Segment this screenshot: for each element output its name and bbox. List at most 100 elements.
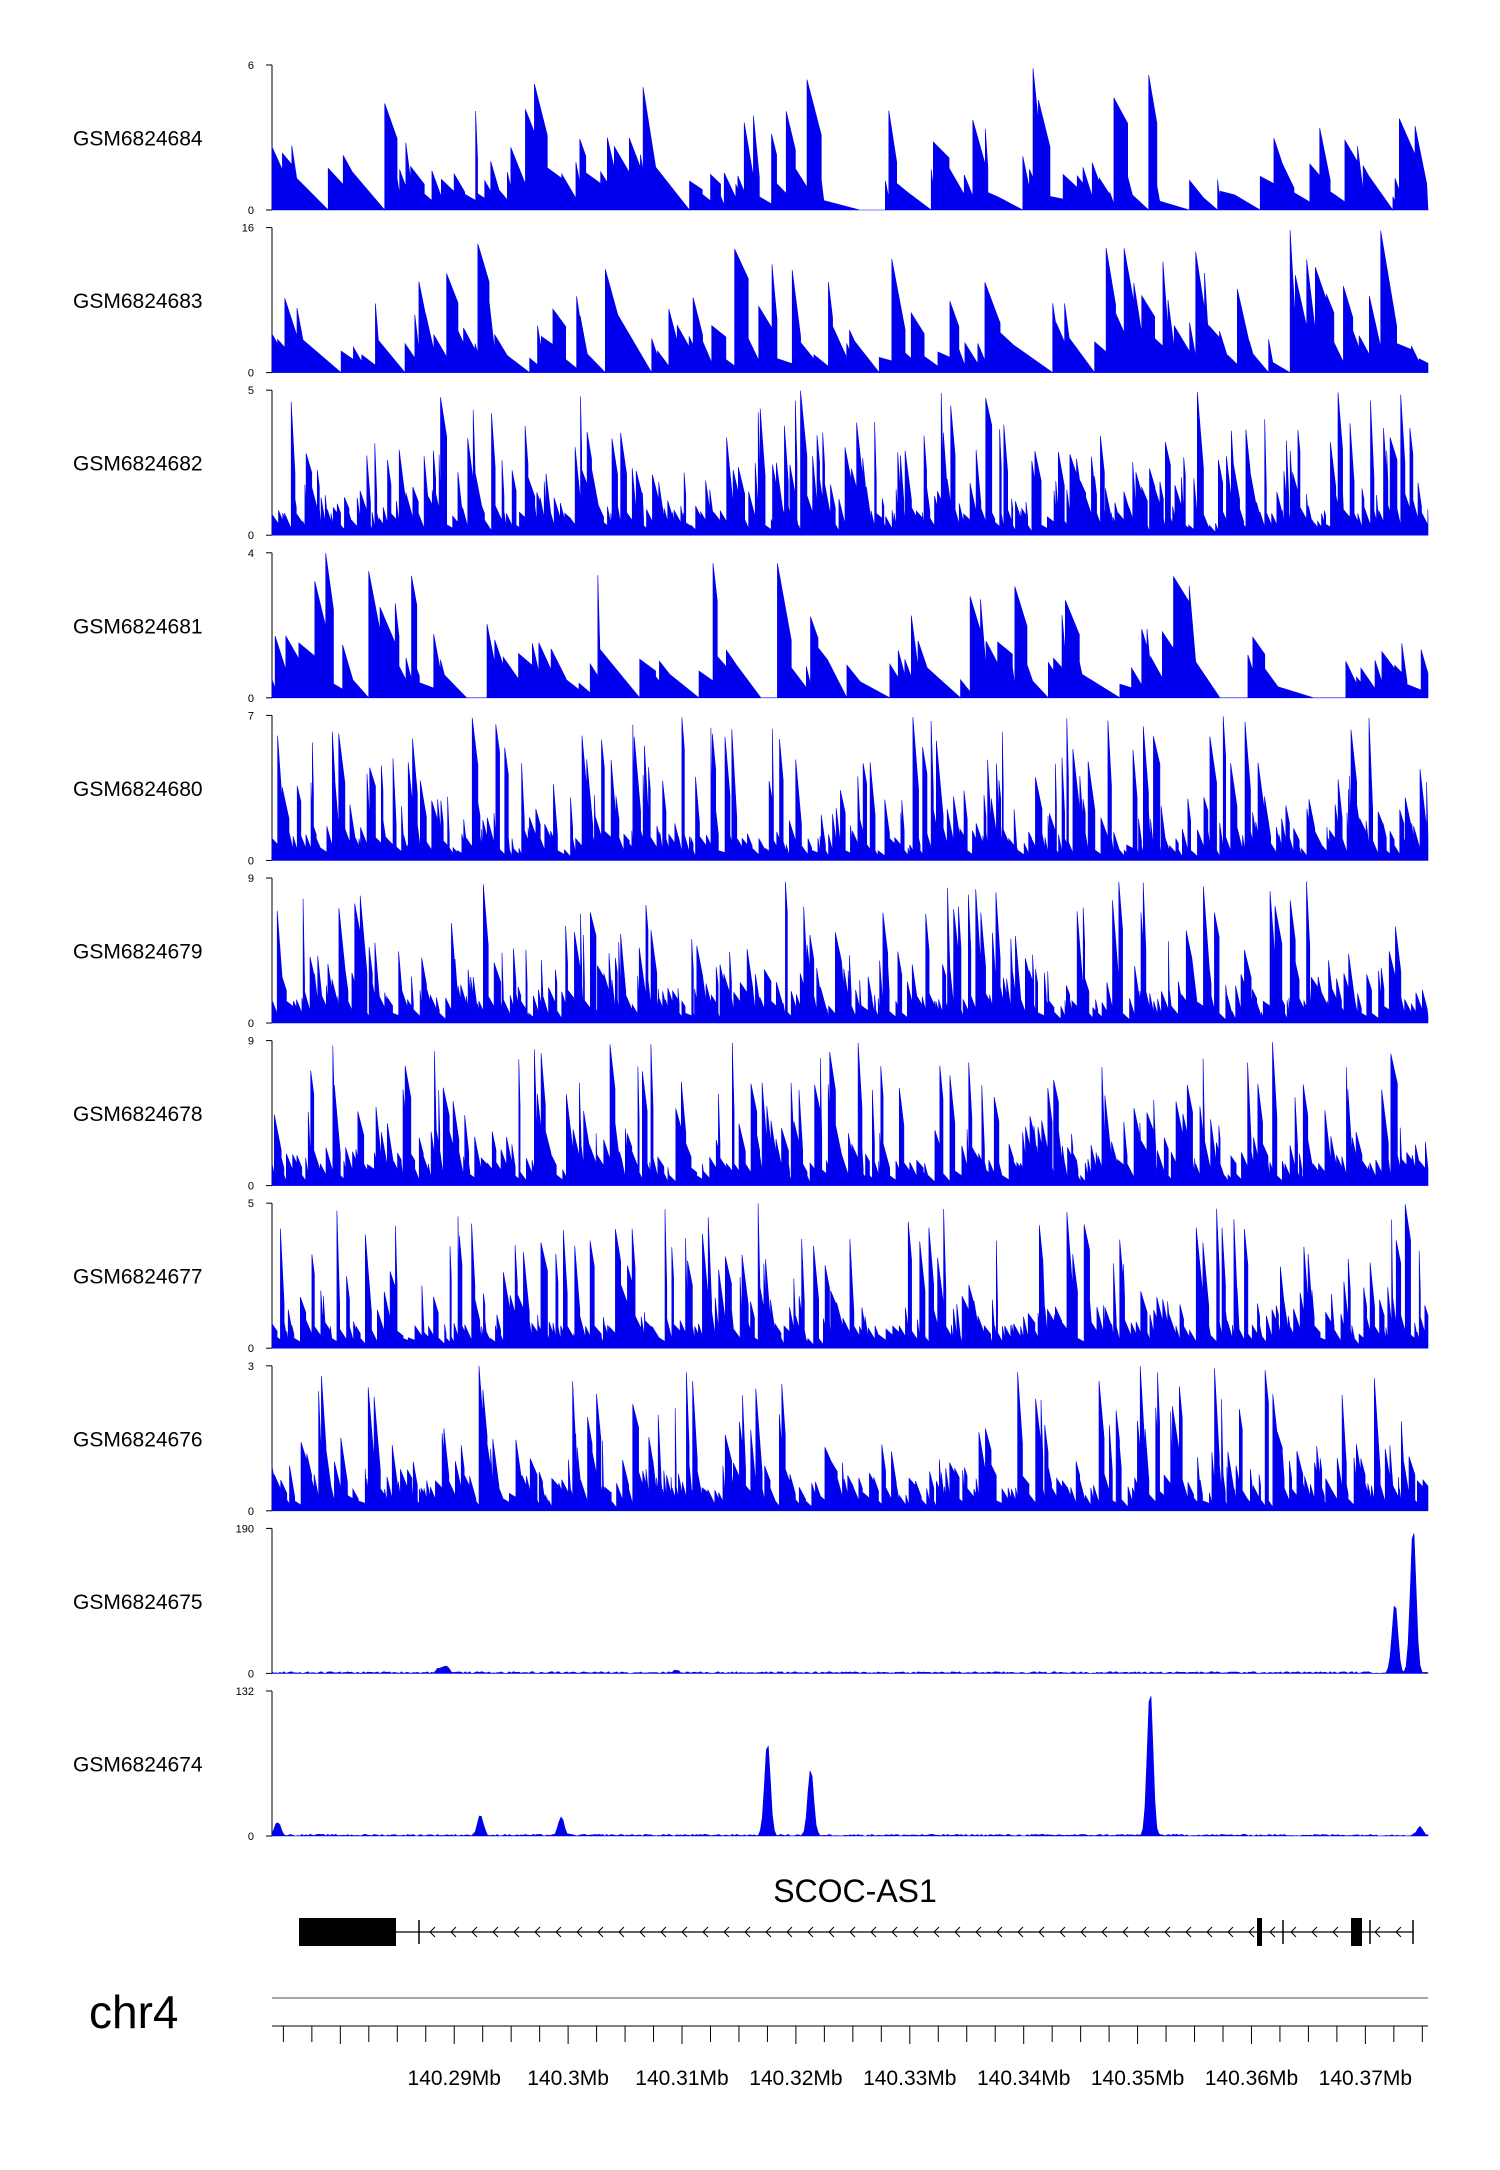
strand-arrow	[576, 1926, 583, 1938]
strand-arrow	[1122, 1926, 1129, 1938]
strand-arrow	[954, 1926, 961, 1938]
gene-name-label: SCOC-AS1	[773, 1873, 937, 1909]
strand-arrow	[1311, 1926, 1318, 1938]
x-tick-label: 140.3Mb	[527, 2067, 609, 2090]
strand-arrow	[639, 1926, 646, 1938]
strand-arrow	[1101, 1926, 1108, 1938]
chromosome-label: chr4	[89, 1986, 178, 2038]
x-tick-label: 140.29Mb	[408, 2067, 501, 2090]
y-min-label: 0	[248, 368, 254, 380]
track-label: GSM6824680	[73, 778, 203, 801]
track-label: GSM6824681	[73, 615, 203, 638]
strand-arrow	[1206, 1926, 1213, 1938]
y-min-label: 0	[248, 530, 254, 542]
track-label: GSM6824675	[73, 1591, 203, 1614]
strand-arrow	[1038, 1926, 1045, 1938]
y-min-label: 0	[248, 693, 254, 705]
strand-arrow	[828, 1926, 835, 1938]
track-label: GSM6824684	[73, 128, 203, 151]
x-tick-label: 140.35Mb	[1091, 2067, 1184, 2090]
strand-arrow	[702, 1926, 709, 1938]
strand-arrow	[597, 1926, 604, 1938]
strand-arrow	[912, 1926, 919, 1938]
coverage-area-GSM6824679	[271, 881, 1429, 1024]
y-max-label: 3	[248, 1361, 254, 1373]
strand-arrow	[1248, 1926, 1255, 1938]
coverage-area-GSM6824683	[271, 229, 1429, 374]
y-min-label: 0	[248, 1181, 254, 1193]
y-min-label: 0	[248, 1506, 254, 1518]
strand-arrow	[681, 1926, 688, 1938]
strand-arrow	[429, 1926, 436, 1938]
y-max-label: 16	[242, 223, 254, 235]
strand-arrow	[1269, 1926, 1276, 1938]
strand-arrow	[786, 1926, 793, 1938]
strand-arrow	[996, 1926, 1003, 1938]
strand-arrow	[1395, 1926, 1402, 1938]
coverage-area-GSM6824684	[271, 68, 1429, 211]
strand-arrow	[1164, 1926, 1171, 1938]
strand-arrow	[933, 1926, 940, 1938]
x-tick-label: 140.33Mb	[863, 2067, 956, 2090]
y-min-label: 0	[248, 1831, 254, 1843]
y-max-label: 132	[236, 1686, 254, 1698]
y-max-label: 6	[248, 60, 254, 72]
coverage-area-GSM6824681	[271, 553, 1429, 699]
strand-arrow	[555, 1926, 562, 1938]
strand-arrow	[849, 1926, 856, 1938]
strand-arrow	[807, 1926, 814, 1938]
gene-exon	[1351, 1918, 1362, 1946]
strand-arrow	[1143, 1926, 1150, 1938]
gene-exon	[1257, 1918, 1262, 1946]
track-label: GSM6824674	[73, 1754, 203, 1777]
strand-arrow	[1059, 1926, 1066, 1938]
strand-arrow	[450, 1926, 457, 1938]
track-label: GSM6824679	[73, 941, 203, 964]
strand-arrow	[471, 1926, 478, 1938]
track-label: GSM6824677	[73, 1266, 203, 1289]
y-max-label: 190	[236, 1523, 254, 1535]
y-min-label: 0	[248, 1018, 254, 1030]
y-min-label: 0	[248, 855, 254, 867]
coverage-area-GSM6824682	[271, 390, 1429, 536]
x-tick-label: 140.36Mb	[1205, 2067, 1298, 2090]
y-max-label: 7	[248, 710, 254, 722]
x-tick-label: 140.34Mb	[977, 2067, 1070, 2090]
strand-arrow	[975, 1926, 982, 1938]
strand-arrow	[534, 1926, 541, 1938]
coverage-area-GSM6824677	[271, 1203, 1429, 1349]
y-max-label: 5	[248, 385, 254, 397]
strand-arrow	[891, 1926, 898, 1938]
y-max-label: 5	[248, 1198, 254, 1210]
strand-arrow	[1332, 1926, 1339, 1938]
y-max-label: 9	[248, 873, 254, 885]
strand-arrow	[723, 1926, 730, 1938]
coverage-area-GSM6824678	[271, 1042, 1429, 1186]
strand-arrow	[660, 1926, 667, 1938]
y-min-label: 0	[248, 1343, 254, 1355]
coverage-area-GSM6824675	[271, 1533, 1429, 1674]
gene-exon	[299, 1918, 396, 1946]
strand-arrow	[492, 1926, 499, 1938]
strand-arrow	[1290, 1926, 1297, 1938]
strand-arrow	[870, 1926, 877, 1938]
y-min-label: 0	[248, 1668, 254, 1680]
strand-arrow	[1227, 1926, 1234, 1938]
strand-arrow	[1080, 1926, 1087, 1938]
strand-arrow	[513, 1926, 520, 1938]
track-label: GSM6824676	[73, 1428, 203, 1451]
strand-arrow	[1185, 1926, 1192, 1938]
x-tick-label: 140.32Mb	[749, 2067, 842, 2090]
track-label: GSM6824683	[73, 290, 203, 313]
x-tick-label: 140.31Mb	[635, 2067, 728, 2090]
track-label: GSM6824678	[73, 1103, 203, 1126]
track-label: GSM6824682	[73, 453, 203, 476]
strand-arrow	[765, 1926, 772, 1938]
y-max-label: 9	[248, 1036, 254, 1048]
strand-arrow	[1017, 1926, 1024, 1938]
coverage-area-GSM6824680	[271, 716, 1429, 861]
coverage-area-GSM6824676	[271, 1365, 1429, 1512]
strand-arrow	[744, 1926, 751, 1938]
